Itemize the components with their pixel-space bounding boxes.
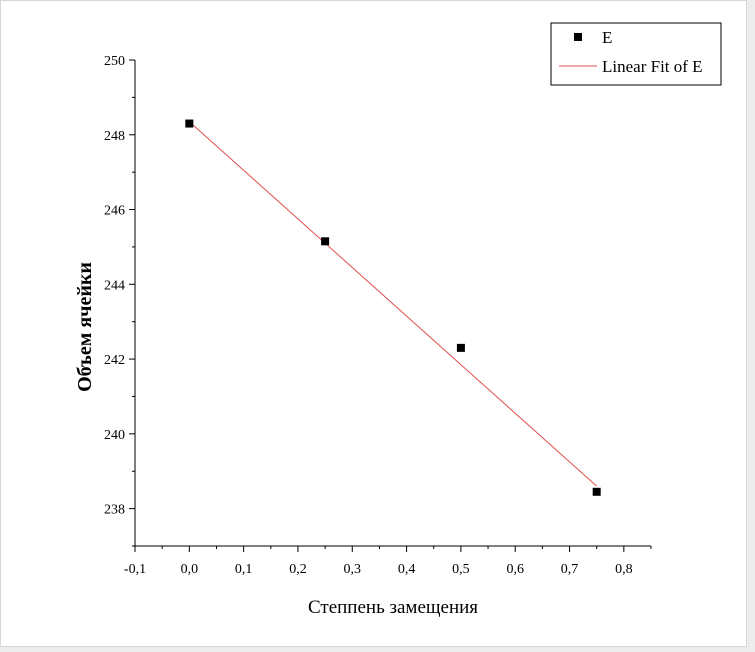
legend: E Linear Fit of E <box>550 22 722 86</box>
y-tick-label: 246 <box>104 204 125 219</box>
y-tick-label: 240 <box>104 428 125 443</box>
y-tick-label: 248 <box>104 129 125 144</box>
scatter-chart: -0,1 0,0 0,1 0,2 0,3 0,4 0,5 0,6 0,7 0,8 238 240 24… <box>74 22 722 618</box>
x-tick-label: 0,2 <box>289 562 307 577</box>
linear-fit-line <box>188 121 598 487</box>
x-tick-label: 0,3 <box>344 562 362 577</box>
data-point <box>592 487 601 496</box>
x-tick-label: -0,1 <box>124 562 146 577</box>
data-point <box>321 237 330 246</box>
x-axis-title: Степпень замещения <box>308 597 478 618</box>
y-tick-label: 250 <box>104 54 125 69</box>
x-tick-label: 0,1 <box>235 562 253 577</box>
x-tick-label: 0,5 <box>452 562 470 577</box>
x-tick-label: 0,0 <box>181 562 199 577</box>
y-tick-label: 242 <box>104 353 125 368</box>
data-point <box>456 343 465 352</box>
data-points <box>185 119 601 496</box>
x-tick-label: 0,7 <box>561 562 579 577</box>
axes <box>134 60 651 547</box>
data-point <box>185 119 194 128</box>
x-tick-label: 0,4 <box>398 562 416 577</box>
legend-label-e: E <box>602 28 612 47</box>
x-ticks: -0,1 0,0 0,1 0,2 0,3 0,4 0,5 0,6 0,7 0,8 <box>124 546 652 577</box>
legend-marker-e <box>574 33 582 41</box>
y-axis-title: Объем ячейки <box>74 262 96 392</box>
x-tick-label: 0,8 <box>615 562 633 577</box>
x-tick-label: 0,6 <box>506 562 524 577</box>
legend-label-fit: Linear Fit of E <box>602 57 703 76</box>
fit-lines <box>188 121 598 487</box>
y-tick-label: 238 <box>104 503 125 518</box>
y-tick-label: 244 <box>104 278 125 293</box>
y-ticks: 238 240 242 244 246 248 250 <box>104 54 135 547</box>
